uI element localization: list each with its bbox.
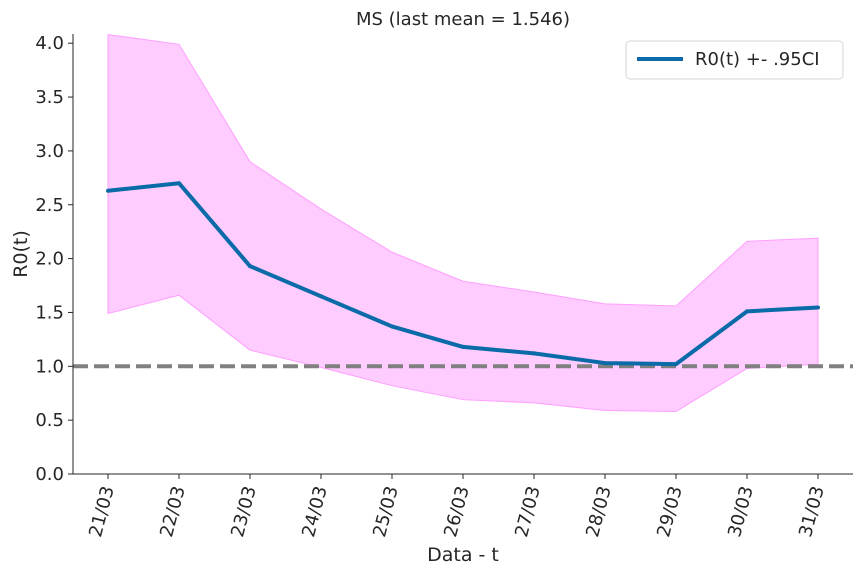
x-tick-label: 26/03: [440, 484, 474, 540]
y-tick-label: 3.0: [35, 141, 64, 162]
data-point-31-03: [816, 305, 820, 310]
data-point-29-03: [674, 362, 678, 367]
y-tick-label: 1.0: [35, 356, 64, 377]
data-point-24-03: [319, 294, 323, 299]
data-point-22-03: [177, 181, 181, 186]
x-axis-title: Data - t: [427, 544, 499, 566]
x-tick-label: 24/03: [298, 484, 332, 540]
y-tick-label: 4.0: [35, 33, 64, 54]
data-point-25-03: [390, 324, 394, 329]
legend: R0(t) +- .95CI: [625, 40, 844, 80]
y-tick-label: 1.5: [35, 302, 64, 323]
x-tick-label: 27/03: [511, 484, 545, 540]
legend-box: [625, 40, 844, 80]
x-tick-label: 21/03: [85, 484, 119, 540]
x-tick-label: 28/03: [582, 484, 616, 540]
y-tick-label: 3.5: [35, 87, 64, 108]
y-tick-label: 2.0: [35, 249, 64, 270]
x-tick-label: 23/03: [227, 484, 261, 540]
y-tick-label: 0.5: [35, 410, 64, 431]
plot-area: [73, 34, 853, 413]
x-tick-label: 25/03: [369, 484, 403, 540]
data-point-27-03: [532, 351, 536, 356]
data-point-28-03: [603, 361, 607, 366]
data-point-21-03: [106, 188, 110, 193]
chart-title: MS (last mean = 1.546): [356, 9, 570, 30]
confidence-band: [107, 34, 819, 413]
y-tick-label: 0.0: [35, 464, 64, 485]
x-tick-label: 22/03: [156, 484, 190, 540]
x-tick-label: 31/03: [795, 484, 829, 540]
x-tick-label: 29/03: [653, 484, 687, 540]
data-point-26-03: [461, 344, 465, 349]
data-points: [106, 181, 820, 367]
y-axis-ticks: 0.0 0.5 1.0 1.5 2.0 2.5 3.0 3.5 4.0: [35, 33, 73, 485]
x-tick-label: 30/03: [724, 484, 758, 540]
data-point-23-03: [248, 264, 252, 269]
y-axis-title: R0(t): [10, 230, 32, 278]
x-axis-ticks: 21/03 22/03 23/03 24/03 25/03 26/03 27/03 28/03…: [85, 474, 829, 539]
y-tick-label: 2.5: [35, 195, 64, 216]
data-point-30-03: [745, 309, 749, 314]
legend-label: R0(t) +- .95CI: [695, 49, 820, 70]
